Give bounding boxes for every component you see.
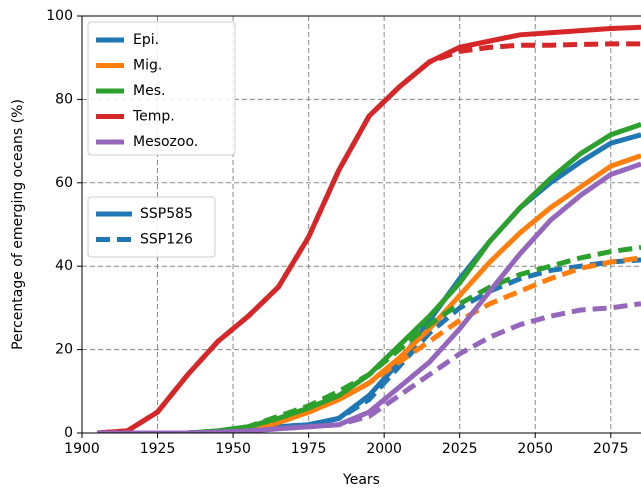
legend-label: Mig. — [133, 58, 162, 74]
legend-label: SSP585 — [140, 206, 193, 222]
x-tick-label: 2050 — [517, 441, 553, 457]
x-tick-label: 2075 — [593, 441, 629, 457]
y-tick-label: 0 — [64, 425, 73, 441]
legend-label: Epi. — [133, 32, 159, 48]
legend-label: Mesozoo. — [133, 134, 198, 150]
axis-frame — [81, 15, 641, 434]
legend-label: Mes. — [133, 83, 165, 99]
series-line — [97, 255, 641, 433]
series-line — [97, 161, 641, 433]
series-line — [97, 244, 641, 433]
x-tick-label: 1975 — [291, 441, 327, 457]
y-tick-label: 100 — [46, 8, 73, 24]
x-axis-label: Years — [342, 472, 380, 488]
series-line — [97, 257, 641, 433]
legend-label: SSP126 — [140, 232, 193, 248]
x-tick-label: 1925 — [140, 441, 176, 457]
x-tick-label: 1900 — [64, 441, 100, 457]
y-tick-label: 80 — [55, 91, 73, 107]
x-tick-label: 1950 — [215, 441, 251, 457]
y-tick-label: 40 — [55, 258, 73, 274]
series-line — [97, 132, 641, 433]
y-tick-label: 20 — [55, 342, 73, 358]
legend-box — [87, 21, 236, 156]
x-tick-label: 2025 — [442, 441, 478, 457]
legend: Epi. Mig. Mes. Temp. Mesozoo. — [87, 21, 236, 156]
series-line — [96, 41, 641, 433]
legend-label: Temp. — [132, 109, 175, 125]
y-tick-label: 60 — [55, 175, 73, 191]
y-axis-label: Percentage of emerging oceans (%) — [10, 99, 26, 350]
series-line — [97, 301, 641, 433]
x-tick-label: 2000 — [366, 441, 402, 457]
legend: SSP585 SSP126 — [87, 196, 216, 258]
